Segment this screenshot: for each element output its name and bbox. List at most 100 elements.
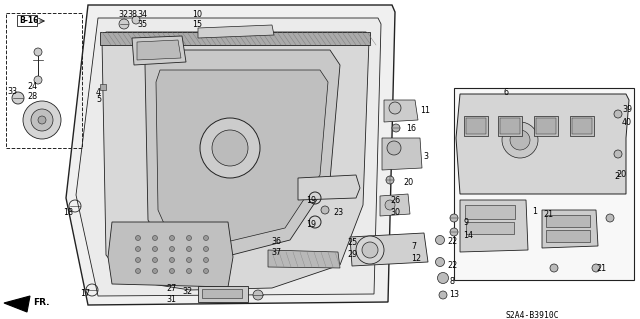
Circle shape xyxy=(31,109,53,131)
Bar xyxy=(498,116,522,136)
Circle shape xyxy=(152,247,157,251)
Polygon shape xyxy=(108,222,233,287)
Text: 24: 24 xyxy=(27,82,37,91)
Text: 27: 27 xyxy=(166,284,176,293)
Text: 23: 23 xyxy=(333,208,343,217)
Text: 7: 7 xyxy=(411,242,416,251)
Text: 19: 19 xyxy=(306,196,316,205)
Circle shape xyxy=(34,48,42,56)
Circle shape xyxy=(204,257,209,263)
Polygon shape xyxy=(156,70,328,244)
Circle shape xyxy=(136,257,141,263)
Polygon shape xyxy=(145,50,340,258)
Circle shape xyxy=(614,110,622,118)
Text: 20: 20 xyxy=(616,170,626,179)
Circle shape xyxy=(12,92,24,104)
Text: 5: 5 xyxy=(96,95,101,104)
Text: 9: 9 xyxy=(463,218,468,227)
Polygon shape xyxy=(350,233,428,266)
Polygon shape xyxy=(384,100,418,122)
Text: 4: 4 xyxy=(96,88,101,97)
Bar xyxy=(6,13,82,148)
Circle shape xyxy=(186,247,191,251)
Polygon shape xyxy=(102,32,369,290)
Circle shape xyxy=(356,236,384,264)
Circle shape xyxy=(362,242,378,258)
Bar xyxy=(570,116,594,136)
Text: 21: 21 xyxy=(596,264,606,273)
Polygon shape xyxy=(268,250,340,268)
Text: 38: 38 xyxy=(127,10,137,19)
Bar xyxy=(454,88,634,280)
Bar xyxy=(465,205,515,219)
Text: 17: 17 xyxy=(80,289,90,298)
Bar xyxy=(534,116,558,136)
Circle shape xyxy=(614,150,622,158)
Text: B-16: B-16 xyxy=(19,16,38,25)
Bar xyxy=(100,32,370,45)
Circle shape xyxy=(200,118,260,178)
Circle shape xyxy=(119,19,129,29)
Circle shape xyxy=(204,235,209,241)
Bar xyxy=(536,118,556,134)
Text: 8: 8 xyxy=(449,277,454,286)
Bar xyxy=(464,116,488,136)
Circle shape xyxy=(439,291,447,299)
Text: 39: 39 xyxy=(622,105,632,114)
Polygon shape xyxy=(198,25,274,38)
Circle shape xyxy=(438,272,449,284)
Circle shape xyxy=(170,269,175,273)
Circle shape xyxy=(34,76,42,84)
Text: 20: 20 xyxy=(403,178,413,187)
Polygon shape xyxy=(460,200,528,252)
Text: 36: 36 xyxy=(271,237,281,246)
Circle shape xyxy=(132,16,140,24)
Text: 15: 15 xyxy=(192,20,202,29)
Circle shape xyxy=(387,141,401,155)
Text: 16: 16 xyxy=(406,124,416,133)
Text: 32: 32 xyxy=(118,10,128,19)
Polygon shape xyxy=(380,194,410,216)
Circle shape xyxy=(186,235,191,241)
Circle shape xyxy=(204,269,209,273)
Circle shape xyxy=(186,257,191,263)
Bar xyxy=(466,118,486,134)
Circle shape xyxy=(136,269,141,273)
Circle shape xyxy=(212,130,248,166)
Circle shape xyxy=(592,264,600,272)
Circle shape xyxy=(435,257,445,266)
Bar xyxy=(546,215,590,227)
Circle shape xyxy=(136,247,141,251)
Text: 29: 29 xyxy=(347,250,357,259)
Text: FR.: FR. xyxy=(33,298,49,307)
Circle shape xyxy=(606,214,614,222)
Text: 6: 6 xyxy=(504,88,509,97)
Circle shape xyxy=(23,101,61,139)
Text: 34: 34 xyxy=(137,10,147,19)
Circle shape xyxy=(386,176,394,184)
Text: 14: 14 xyxy=(463,231,473,240)
Text: 3: 3 xyxy=(423,152,428,161)
Bar xyxy=(198,286,248,302)
Bar xyxy=(546,230,590,242)
Circle shape xyxy=(170,247,175,251)
Circle shape xyxy=(170,257,175,263)
Text: 32: 32 xyxy=(182,287,192,296)
Text: 33: 33 xyxy=(7,87,17,96)
Circle shape xyxy=(502,122,538,158)
Bar xyxy=(500,118,520,134)
Polygon shape xyxy=(382,138,422,170)
Text: 19: 19 xyxy=(306,220,316,229)
Text: S2A4-B3910C: S2A4-B3910C xyxy=(506,311,559,319)
Circle shape xyxy=(136,235,141,241)
Text: 28: 28 xyxy=(27,92,37,101)
Circle shape xyxy=(204,247,209,251)
Polygon shape xyxy=(4,296,30,312)
Polygon shape xyxy=(298,175,360,200)
Text: 21: 21 xyxy=(543,210,553,219)
Text: 13: 13 xyxy=(449,290,459,299)
Polygon shape xyxy=(132,36,186,65)
Bar xyxy=(466,222,514,234)
Text: 31: 31 xyxy=(166,295,176,304)
Bar xyxy=(100,84,106,90)
